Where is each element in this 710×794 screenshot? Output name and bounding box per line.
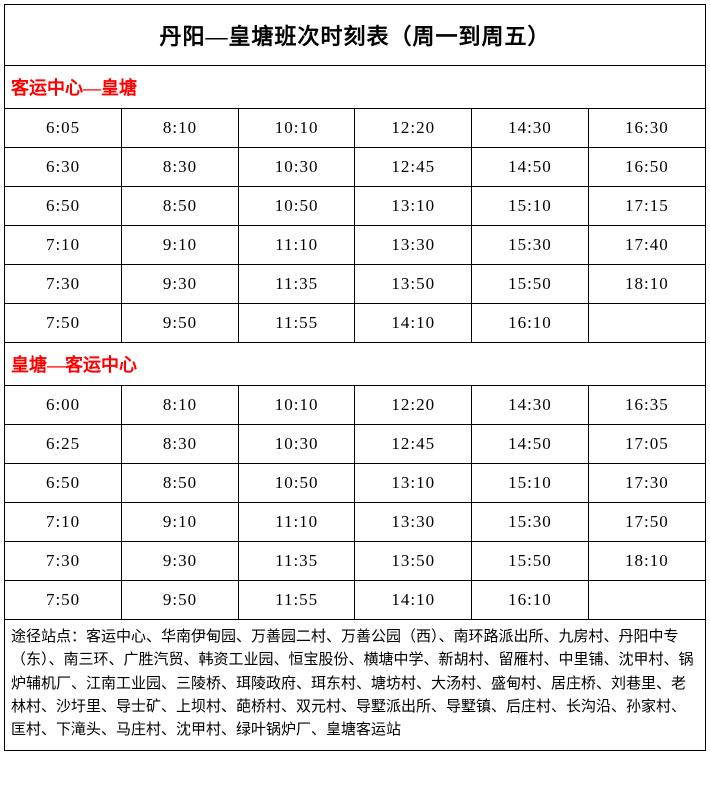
time-cell: 16:30 [588, 109, 705, 148]
time-cell: 18:10 [588, 542, 705, 581]
time-cell: 10:30 [238, 425, 355, 464]
time-cell: 11:35 [238, 265, 355, 304]
time-cell: 8:10 [122, 386, 239, 425]
table-row: 7:109:1011:1013:3015:3017:50 [5, 503, 705, 542]
table-row: 6:058:1010:1012:2014:3016:30 [5, 109, 705, 148]
table-row: 7:509:5011:5514:1016:10 [5, 304, 705, 343]
time-cell: 15:50 [472, 265, 589, 304]
time-cell: 12:45 [355, 148, 472, 187]
table-row: 7:309:3011:3513:5015:5018:10 [5, 542, 705, 581]
time-cell: 9:30 [122, 265, 239, 304]
time-cell: 14:30 [472, 109, 589, 148]
time-cell: 10:50 [238, 464, 355, 503]
table-row: 7:309:3011:3513:5015:5018:10 [5, 265, 705, 304]
table-row: 6:508:5010:5013:1015:1017:30 [5, 464, 705, 503]
time-cell: 10:30 [238, 148, 355, 187]
time-cell: 13:30 [355, 226, 472, 265]
section1-header: 客运中心—皇塘 [5, 65, 705, 108]
time-cell: 16:10 [472, 304, 589, 343]
time-cell: 11:10 [238, 503, 355, 542]
section2-table: 6:008:1010:1012:2014:3016:356:258:3010:3… [5, 385, 705, 619]
time-cell: 8:30 [122, 425, 239, 464]
time-cell: 9:10 [122, 226, 239, 265]
time-cell: 8:50 [122, 464, 239, 503]
time-cell: 10:50 [238, 187, 355, 226]
time-cell: 14:10 [355, 304, 472, 343]
time-cell: 6:50 [5, 187, 122, 226]
time-cell [588, 304, 705, 343]
time-cell: 14:30 [472, 386, 589, 425]
time-cell: 16:50 [588, 148, 705, 187]
time-cell: 9:50 [122, 581, 239, 620]
time-cell: 7:30 [5, 265, 122, 304]
time-cell: 13:30 [355, 503, 472, 542]
time-cell: 10:10 [238, 109, 355, 148]
time-cell: 7:50 [5, 304, 122, 343]
time-cell: 14:50 [472, 148, 589, 187]
time-cell: 15:10 [472, 187, 589, 226]
time-cell: 11:55 [238, 581, 355, 620]
table-row: 6:008:1010:1012:2014:3016:35 [5, 386, 705, 425]
time-cell: 12:45 [355, 425, 472, 464]
footer-stops: 途径站点：客运中心、华南伊甸园、万善园二村、万善公园（西）、南环路派出所、九房村… [5, 619, 705, 750]
time-cell: 14:10 [355, 581, 472, 620]
time-cell: 15:30 [472, 503, 589, 542]
section2-header: 皇塘—客运中心 [5, 342, 705, 385]
time-cell: 16:35 [588, 386, 705, 425]
time-cell: 7:10 [5, 503, 122, 542]
time-cell: 9:10 [122, 503, 239, 542]
time-cell: 6:00 [5, 386, 122, 425]
timetable-container: 丹阳—皇塘班次时刻表（周一到周五） 客运中心—皇塘 6:058:1010:101… [4, 4, 706, 751]
time-cell: 8:50 [122, 187, 239, 226]
time-cell: 13:50 [355, 265, 472, 304]
time-cell: 13:10 [355, 187, 472, 226]
time-cell: 15:30 [472, 226, 589, 265]
time-cell: 7:10 [5, 226, 122, 265]
time-cell: 6:25 [5, 425, 122, 464]
time-cell [588, 581, 705, 620]
section1-table: 6:058:1010:1012:2014:3016:306:308:3010:3… [5, 108, 705, 342]
time-cell: 6:30 [5, 148, 122, 187]
time-cell: 7:30 [5, 542, 122, 581]
time-cell: 8:30 [122, 148, 239, 187]
time-cell: 8:10 [122, 109, 239, 148]
time-cell: 17:40 [588, 226, 705, 265]
time-cell: 7:50 [5, 581, 122, 620]
table-row: 7:509:5011:5514:1016:10 [5, 581, 705, 620]
time-cell: 15:50 [472, 542, 589, 581]
page-title: 丹阳—皇塘班次时刻表（周一到周五） [5, 5, 705, 65]
time-cell: 11:35 [238, 542, 355, 581]
time-cell: 15:10 [472, 464, 589, 503]
time-cell: 6:50 [5, 464, 122, 503]
table-row: 6:308:3010:3012:4514:5016:50 [5, 148, 705, 187]
time-cell: 12:20 [355, 386, 472, 425]
time-cell: 16:10 [472, 581, 589, 620]
table-row: 6:508:5010:5013:1015:1017:15 [5, 187, 705, 226]
time-cell: 17:05 [588, 425, 705, 464]
table-row: 7:109:1011:1013:3015:3017:40 [5, 226, 705, 265]
time-cell: 13:10 [355, 464, 472, 503]
time-cell: 17:15 [588, 187, 705, 226]
time-cell: 18:10 [588, 265, 705, 304]
time-cell: 6:05 [5, 109, 122, 148]
time-cell: 9:30 [122, 542, 239, 581]
time-cell: 10:10 [238, 386, 355, 425]
time-cell: 12:20 [355, 109, 472, 148]
time-cell: 17:50 [588, 503, 705, 542]
time-cell: 11:10 [238, 226, 355, 265]
time-cell: 14:50 [472, 425, 589, 464]
time-cell: 11:55 [238, 304, 355, 343]
table-row: 6:258:3010:3012:4514:5017:05 [5, 425, 705, 464]
time-cell: 17:30 [588, 464, 705, 503]
time-cell: 9:50 [122, 304, 239, 343]
time-cell: 13:50 [355, 542, 472, 581]
